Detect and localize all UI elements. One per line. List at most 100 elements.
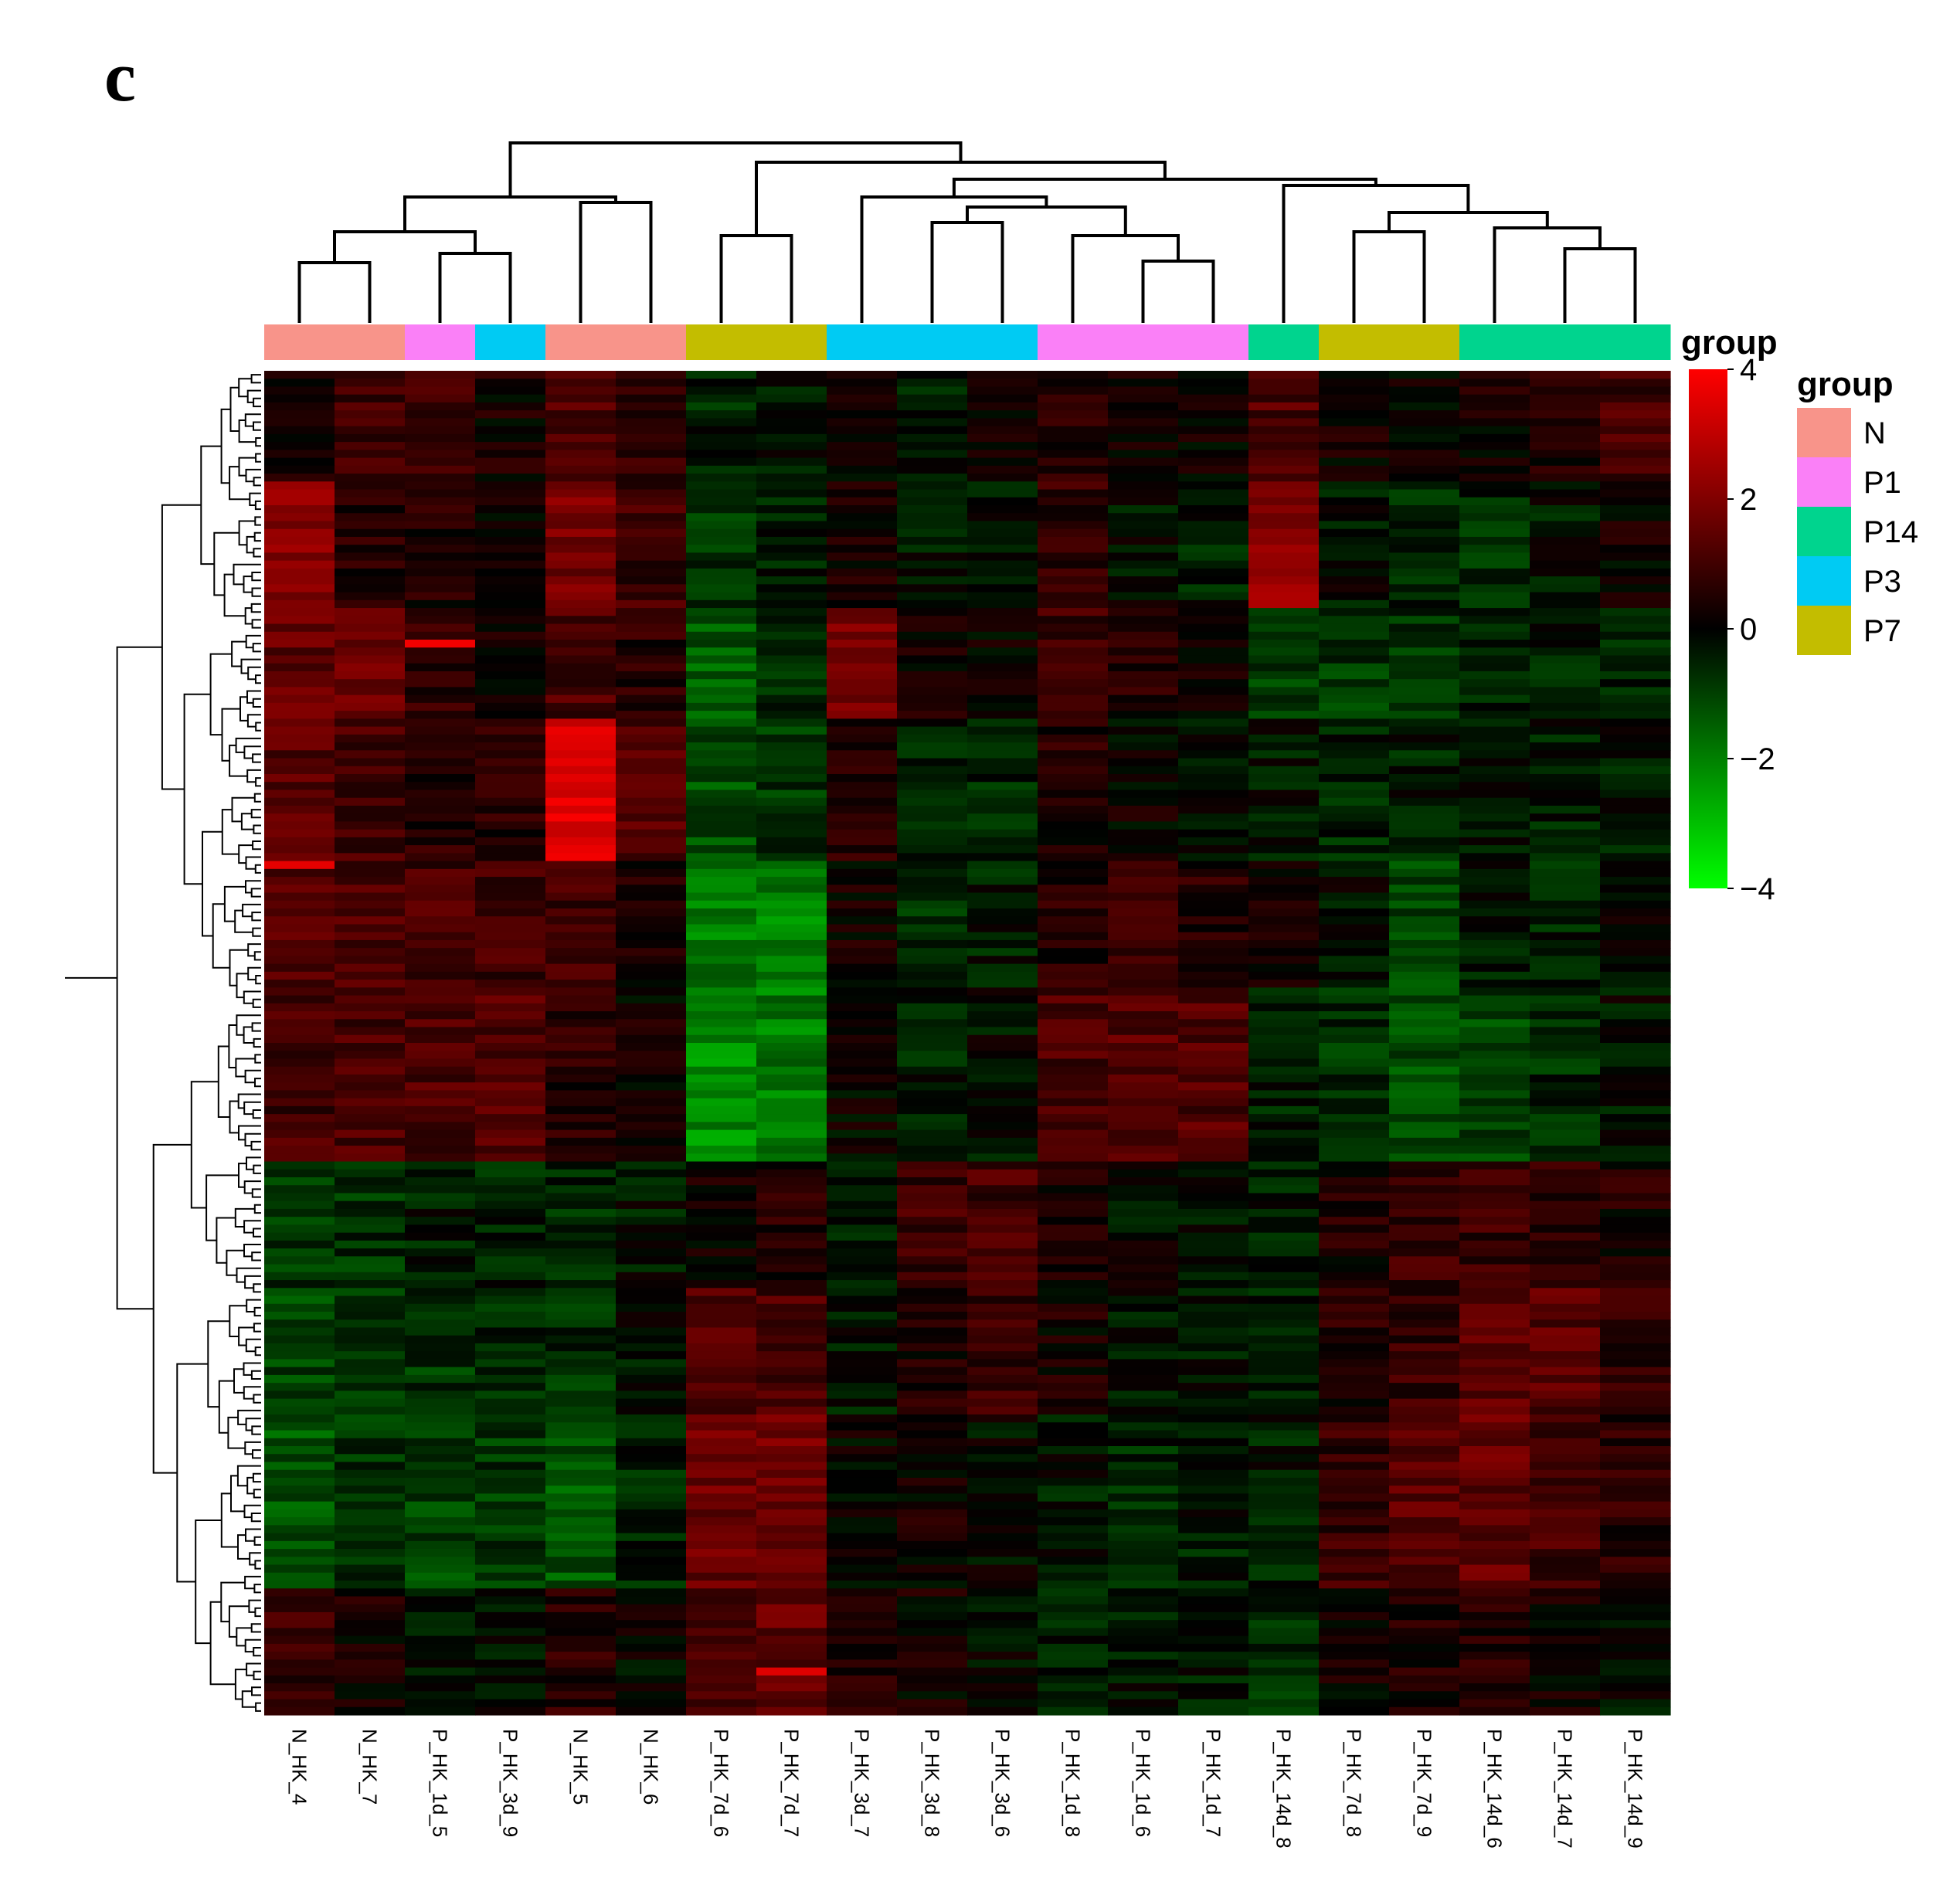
- heatmap-cell: [1038, 1224, 1109, 1234]
- heatmap-cell: [1389, 599, 1460, 609]
- heatmap-cell: [1038, 1383, 1109, 1391]
- heatmap-cell: [1389, 1374, 1460, 1384]
- heatmap-cell: [1459, 853, 1530, 862]
- heatmap-cell: [1108, 1683, 1179, 1692]
- heatmap-cell: [1459, 1643, 1530, 1652]
- heatmap-cell: [1389, 505, 1460, 514]
- heatmap-cell: [967, 623, 1038, 633]
- heatmap-cell: [756, 1486, 827, 1495]
- heatmap-cell: [686, 1564, 757, 1574]
- heatmap-cell: [756, 418, 827, 427]
- heatmap-cell: [1389, 1114, 1460, 1122]
- heatmap-cell: [1178, 853, 1249, 862]
- heatmap-cell: [1248, 1367, 1320, 1376]
- legend-swatch-p14: [1797, 507, 1851, 556]
- heatmap-cell: [1319, 1525, 1390, 1534]
- heatmap-cell: [756, 853, 827, 862]
- heatmap-cell: [264, 1161, 335, 1170]
- heatmap-cell: [1459, 1549, 1530, 1557]
- heatmap-cell: [897, 1486, 968, 1495]
- heatmap-cell: [1389, 1699, 1460, 1708]
- heatmap-cell: [616, 1438, 687, 1447]
- heatmap-cell: [1319, 576, 1390, 585]
- heatmap-cell: [1530, 1027, 1601, 1036]
- heatmap-cell: [475, 663, 546, 672]
- heatmap-cell: [1178, 837, 1249, 846]
- heatmap-cell: [1248, 679, 1320, 688]
- heatmap-cell: [1038, 663, 1109, 672]
- heatmap-cell: [897, 1105, 968, 1115]
- heatmap-cell: [1248, 1066, 1320, 1075]
- heatmap-cell: [1108, 1217, 1179, 1226]
- heatmap-cell: [545, 758, 617, 767]
- heatmap-cell: [1530, 1240, 1601, 1249]
- heatmap-cell: [756, 1383, 827, 1391]
- heatmap-cell: [1530, 766, 1601, 775]
- heatmap-cell: [1600, 1398, 1671, 1408]
- heatmap-cell: [616, 1533, 687, 1542]
- heatmap-cell: [475, 1398, 546, 1408]
- heatmap-cell: [1178, 442, 1249, 450]
- heatmap-cell: [967, 513, 1038, 522]
- legend-swatch-n: [1797, 408, 1851, 457]
- heatmap-cell: [475, 1509, 546, 1518]
- heatmap-cell: [967, 1193, 1038, 1202]
- heatmap-cell: [405, 805, 476, 814]
- heatmap-cell: [1178, 726, 1249, 735]
- heatmap-cell: [545, 1493, 617, 1503]
- heatmap-cell: [405, 1193, 476, 1202]
- heatmap-cell: [475, 932, 546, 941]
- heatmap-cell: [264, 1327, 335, 1336]
- heatmap-cell: [1600, 1169, 1671, 1178]
- heatmap-cell: [686, 1446, 757, 1455]
- heatmap-cell: [1178, 932, 1249, 941]
- heatmap-cell: [967, 1058, 1038, 1068]
- heatmap-cell: [475, 1153, 546, 1163]
- heatmap-cell: [686, 1027, 757, 1036]
- heatmap-cell: [756, 568, 827, 577]
- heatmap-cell: [1600, 1177, 1671, 1186]
- dendrogram-branch: [245, 856, 261, 870]
- heatmap-cell: [616, 726, 687, 735]
- heatmap-cell: [1530, 410, 1601, 419]
- heatmap-cell: [827, 924, 898, 933]
- heatmap-cell: [405, 1706, 476, 1716]
- heatmap-cell: [1038, 1438, 1109, 1447]
- heatmap-cell: [897, 433, 968, 443]
- heatmap-cell: [1178, 394, 1249, 403]
- heatmap-cell: [1389, 1312, 1460, 1320]
- heatmap-cell: [1178, 702, 1249, 711]
- heatmap-cell: [1600, 1635, 1671, 1645]
- heatmap-cell: [616, 900, 687, 909]
- heatmap-cell: [1459, 1351, 1530, 1360]
- heatmap-cell: [686, 1208, 757, 1217]
- dendrogram-branch: [226, 1249, 244, 1276]
- heatmap-cell: [1459, 1374, 1530, 1384]
- dendrogram-branch: [227, 1416, 246, 1449]
- heatmap-cell: [1459, 1517, 1530, 1526]
- heatmap-cell: [686, 1240, 757, 1249]
- heatmap-cell: [1038, 1517, 1109, 1526]
- heatmap-cell: [1600, 987, 1671, 997]
- heatmap-cell: [1459, 1090, 1530, 1099]
- heatmap-cell: [897, 956, 968, 965]
- heatmap-cell: [897, 623, 968, 633]
- heatmap-cell: [897, 694, 968, 704]
- heatmap-cell: [1038, 750, 1109, 759]
- heatmap-cell: [1459, 971, 1530, 980]
- heatmap-cell: [967, 1540, 1038, 1550]
- heatmap-cell: [897, 1509, 968, 1518]
- heatmap-cell: [897, 868, 968, 878]
- heatmap-cell: [897, 1146, 968, 1154]
- column-label: P_HK_14d_6: [1483, 1729, 1507, 1849]
- heatmap-cell: [1178, 718, 1249, 728]
- heatmap-cell: [405, 750, 476, 759]
- heatmap-cell: [967, 1034, 1038, 1044]
- heatmap-cell: [756, 631, 827, 640]
- heatmap-cell: [1600, 963, 1671, 973]
- heatmap-cell: [545, 1319, 617, 1329]
- heatmap-cell: [264, 536, 335, 545]
- heatmap-cell: [405, 505, 476, 514]
- heatmap-cell: [475, 442, 546, 450]
- heatmap-cell: [264, 1699, 335, 1708]
